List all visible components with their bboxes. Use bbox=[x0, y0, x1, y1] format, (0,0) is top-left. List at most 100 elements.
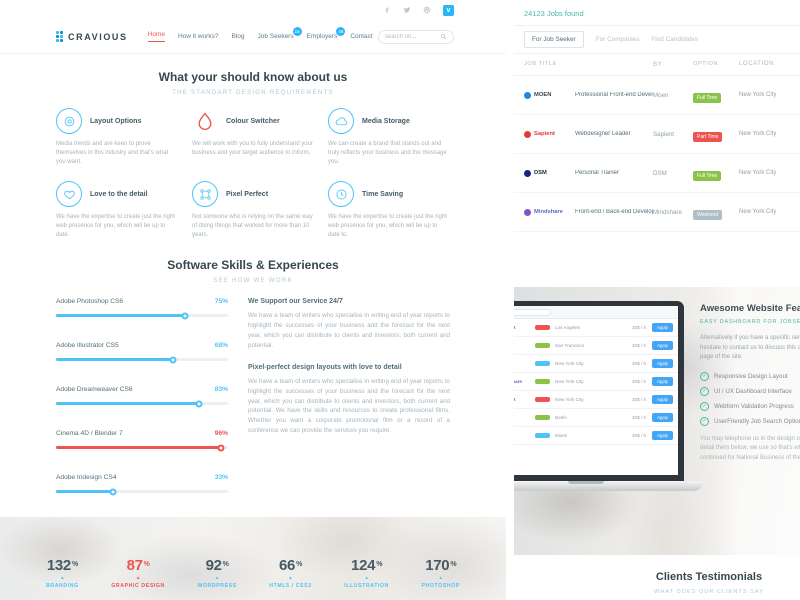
laptop-mockup: Sapient Los Angeles 20$ / h Apply Moen S… bbox=[514, 301, 702, 491]
photo-background: 132% ▲ BRANDING 87% ▲ GRAPHIC DESIGN 92%… bbox=[0, 517, 506, 600]
laptop-search-input bbox=[514, 308, 551, 316]
column-option: OPTION bbox=[693, 61, 719, 67]
job-rate: 20$ / h bbox=[632, 325, 647, 330]
company-logo: Mindshare bbox=[524, 208, 570, 216]
apply-button[interactable]: Apply bbox=[652, 323, 673, 332]
job-row[interactable]: Mindshare Front-end / Back-end Developer… bbox=[514, 193, 800, 232]
nav-contact[interactable]: Contact bbox=[350, 33, 373, 40]
laptop-base bbox=[514, 481, 702, 491]
slider-track[interactable] bbox=[56, 488, 228, 495]
nav-job-seekers[interactable]: Job Seekers 16 bbox=[257, 27, 302, 40]
option-badge: Weekend bbox=[693, 210, 723, 220]
column-job-title: JOB TITLE bbox=[524, 61, 557, 67]
company-name: Moen bbox=[514, 343, 535, 348]
company-name: Mindshare bbox=[514, 379, 522, 384]
job-by: DSM bbox=[653, 169, 667, 177]
nav-blog[interactable]: Blog bbox=[231, 33, 245, 40]
slider-knob[interactable] bbox=[181, 312, 189, 319]
slider-track[interactable] bbox=[56, 356, 228, 363]
slider-track[interactable] bbox=[56, 400, 228, 407]
company-logo-text: Sapient bbox=[534, 131, 555, 137]
stat-unit: % bbox=[143, 560, 150, 568]
check-icon: ✓ bbox=[700, 371, 709, 381]
company-logo: Sapient bbox=[524, 130, 570, 138]
job-row[interactable]: Sapient Webdesigner Leader Sapient Part … bbox=[514, 115, 800, 154]
job-location: Los Angeles bbox=[555, 325, 581, 330]
job-rate: 20$ / h bbox=[632, 415, 647, 420]
stat-value: 92 bbox=[205, 556, 222, 574]
option-badge bbox=[535, 361, 550, 366]
company-name: Sapient bbox=[514, 325, 535, 330]
apply-button[interactable]: Apply bbox=[652, 377, 673, 386]
nav-home[interactable]: Home bbox=[147, 31, 165, 42]
checklist-label: Responsive Design Layout bbox=[714, 372, 788, 380]
slider-indesign: Adobe Indesign CS4 33% bbox=[56, 474, 228, 495]
laptop-job-row: Moen San Francisco 20$ / h Apply bbox=[514, 337, 678, 355]
slider-knob[interactable] bbox=[169, 356, 177, 363]
stat-value: 124 bbox=[351, 556, 376, 574]
option-badge bbox=[535, 397, 550, 402]
triangle-up-icon: ▲ bbox=[364, 574, 369, 580]
target-icon bbox=[56, 108, 82, 134]
stat-photoshop: 170% ▲ PHOTOSHOP bbox=[422, 557, 460, 590]
company-logo-text: Mindshare bbox=[534, 209, 563, 215]
tab-for-job-seeker[interactable]: For Job Seeker bbox=[524, 31, 584, 48]
laptop-job-row: Moen Berlin 20$ / h Apply bbox=[514, 409, 678, 427]
article-text: We have a team of writers who specialise… bbox=[248, 377, 450, 435]
feature-title: Pixel Perfect bbox=[226, 190, 269, 198]
company-name: DSM bbox=[514, 361, 535, 366]
twitter-icon[interactable] bbox=[403, 6, 411, 14]
features-title: Awesome Website Features bbox=[700, 303, 800, 314]
apply-button[interactable]: Apply bbox=[652, 431, 673, 440]
job-location: New York City bbox=[739, 92, 777, 98]
feature-layout-options: Layout Options Media trends and are keen… bbox=[56, 108, 178, 167]
slider-value: 83% bbox=[214, 386, 228, 393]
vimeo-icon[interactable]: v bbox=[443, 4, 454, 16]
laptop-job-row: DSM Miami 20$ / h Apply bbox=[514, 427, 678, 445]
slider-track[interactable] bbox=[56, 312, 228, 319]
apply-button[interactable]: Apply bbox=[652, 413, 673, 422]
stat-branding: 132% ▲ BRANDING bbox=[46, 557, 79, 590]
job-rate: 20$ / h bbox=[632, 343, 647, 348]
facebook-icon[interactable] bbox=[383, 6, 391, 14]
tab-find-candidates[interactable]: Find Candidates bbox=[651, 36, 698, 43]
feature-title: Layout Options bbox=[90, 117, 142, 125]
brand-logo[interactable]: CRAVIOUS bbox=[56, 31, 128, 42]
slider-knob[interactable] bbox=[109, 488, 117, 495]
tab-for-companies[interactable]: For Companies bbox=[595, 36, 640, 43]
job-row[interactable]: DSM Personal Trainer DSM Full Time New Y… bbox=[514, 154, 800, 193]
laptop-screen-header bbox=[514, 306, 678, 319]
nav-employers[interactable]: Employers 48 bbox=[307, 27, 346, 40]
stat-label: GRAPHIC DESIGN bbox=[111, 583, 165, 589]
stat-label: WORDPRESS bbox=[197, 583, 237, 589]
search-input[interactable] bbox=[385, 33, 436, 40]
search-icon bbox=[440, 33, 447, 40]
company-name: Sapient bbox=[514, 397, 535, 402]
slider-track[interactable] bbox=[56, 444, 228, 451]
search-box[interactable] bbox=[378, 29, 454, 44]
checklist-item: ✓ Responsive Design Layout bbox=[700, 371, 800, 381]
job-rate: 20$ / h bbox=[632, 397, 647, 402]
company-name: DSM bbox=[514, 433, 535, 438]
slider-value: 75% bbox=[214, 298, 228, 305]
job-row[interactable]: MOEN Professional Front-end Developer Mo… bbox=[514, 76, 800, 115]
job-by: Mindshare bbox=[653, 208, 682, 216]
laptop-job-row: DSM New York City 20$ / h Apply bbox=[514, 355, 678, 373]
option-badge bbox=[535, 379, 550, 384]
check-icon: ✓ bbox=[700, 401, 709, 411]
job-rate: 20$ / h bbox=[632, 361, 647, 366]
slider-knob[interactable] bbox=[195, 400, 203, 407]
apply-button[interactable]: Apply bbox=[652, 341, 673, 350]
apply-button[interactable]: Apply bbox=[652, 395, 673, 404]
feature-pixel-perfect: Pixel Perfect Not someone who is relying… bbox=[192, 181, 314, 240]
slider-value: 96% bbox=[214, 430, 228, 437]
droplet-icon bbox=[192, 108, 218, 134]
job-location: New York City bbox=[555, 361, 584, 366]
triangle-up-icon: ▲ bbox=[60, 574, 65, 580]
nav-how-it-works[interactable]: How it works? bbox=[177, 33, 219, 40]
dribbble-icon[interactable] bbox=[423, 6, 431, 14]
job-location: New York City bbox=[555, 397, 584, 402]
slider-knob[interactable] bbox=[217, 444, 225, 451]
apply-button[interactable]: Apply bbox=[652, 359, 673, 368]
stats-row: 132% ▲ BRANDING 87% ▲ GRAPHIC DESIGN 92%… bbox=[0, 557, 506, 590]
